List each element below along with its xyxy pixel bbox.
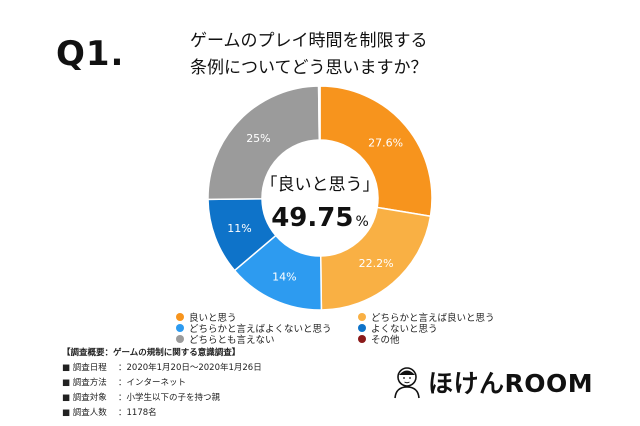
- question-line-1: ゲームのプレイ時間を制限する: [190, 31, 428, 51]
- survey-row: ■ 調査人数 ：1178名: [62, 406, 262, 421]
- center-value-unit: %: [355, 214, 368, 230]
- legend-swatch: [358, 324, 366, 332]
- survey-value: ：1178名: [118, 408, 157, 418]
- legend-item: どちらとも言えない: [176, 332, 275, 346]
- slice-data-label: 11%: [227, 222, 251, 235]
- legend-item: その他: [358, 332, 400, 346]
- slice-data-label: 22.2%: [359, 257, 394, 270]
- slice-data-label: 14%: [272, 270, 296, 283]
- brand-logo: ほけんROOM: [392, 364, 593, 400]
- legend-swatch: [176, 313, 184, 321]
- legend-label: 良いと思う: [189, 313, 237, 324]
- center-label: 「良いと思う」: [261, 175, 380, 195]
- legend-swatch: [358, 335, 366, 343]
- question-text: ゲームのプレイ時間を制限する 条例についてどう思いますか？: [190, 28, 510, 82]
- survey-title: 【調査概要：ゲームの規制に関する意識調査】: [62, 348, 241, 358]
- legend-item: 良いと思う: [176, 310, 237, 324]
- legend-label: その他: [371, 335, 400, 346]
- survey-key: ■ 調査対象: [62, 393, 107, 403]
- legend-swatch: [176, 335, 184, 343]
- survey-value: ：インターネット: [118, 378, 187, 388]
- survey-row: ■ 調査日程 ：2020年1月20日〜2020年1月26日: [62, 361, 262, 376]
- person-portrait-icon: [394, 367, 420, 399]
- legend-item: どちらかと言えばよくないと思う: [176, 321, 332, 335]
- legend-label: どちらかと言えばよくないと思う: [189, 324, 332, 335]
- legend-swatch: [176, 324, 184, 332]
- survey-key: ■ 調査日程: [62, 363, 107, 373]
- survey-value: ：2020年1月20日〜2020年1月26日: [118, 363, 262, 373]
- center-value-number: 49.75: [271, 203, 353, 233]
- center-value: 49.75%: [271, 203, 369, 233]
- donut-hole: [262, 140, 378, 256]
- slice-data-label: 25%: [246, 132, 270, 145]
- survey-summary: 【調査概要：ゲームの規制に関する意識調査】 ■ 調査日程 ：2020年1月20日…: [62, 346, 262, 421]
- survey-row: ■ 調査対象 ：小学生以下の子を持つ親: [62, 391, 262, 406]
- survey-key: ■ 調査方法: [62, 378, 107, 388]
- legend-item: よくないと思う: [358, 321, 438, 335]
- question-line-2: 条例についてどう思いますか？: [190, 58, 428, 78]
- question-number: Q1.: [56, 34, 125, 74]
- donut-slice: [317, 85, 321, 141]
- legend-label: どちらとも言えない: [189, 335, 275, 346]
- brand-name: ほけんROOM: [428, 369, 594, 398]
- survey-key: ■ 調査人数: [62, 408, 107, 418]
- survey-row: ■ 調査方法 ：インターネット: [62, 376, 262, 391]
- legend-item: どちらかと言えば良いと思う: [358, 310, 495, 324]
- legend-swatch: [358, 313, 366, 321]
- survey-value: ：小学生以下の子を持つ親: [118, 393, 221, 403]
- slice-data-label: 27.6%: [368, 136, 403, 149]
- legend-label: どちらかと言えば良いと思う: [371, 313, 495, 324]
- legend-label: よくないと思う: [371, 324, 438, 335]
